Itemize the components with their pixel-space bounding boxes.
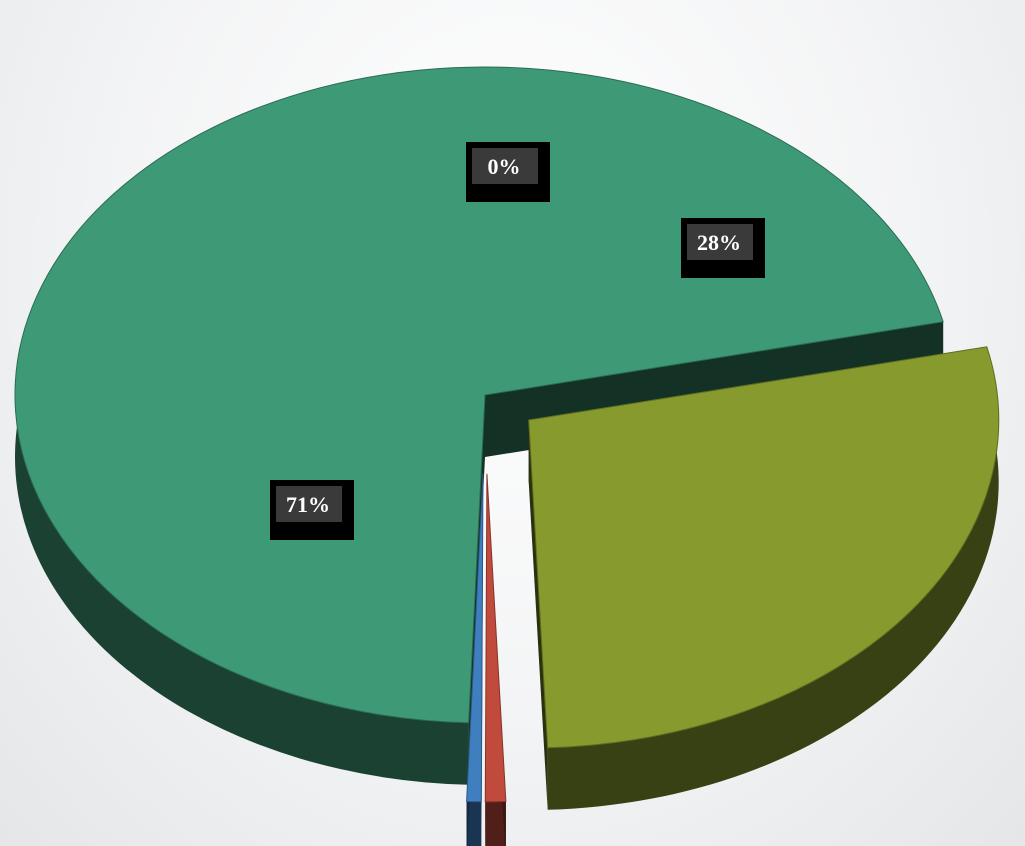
pie-slice-cut-1-1 [528,420,548,810]
pie-slice-3 [466,473,484,803]
pie-slice-side-2 [485,801,506,846]
pie-slice-side-3 [466,801,482,846]
data-label-0: 71% [270,480,354,540]
pie-slice-2 [484,473,507,803]
data-label-2: 0% [466,142,550,202]
pie-slice-1 [528,346,1000,749]
pie-slice-side-1 [547,346,999,810]
data-label-1: 28% [681,218,765,278]
data-label-text-0: 71% [286,492,330,517]
data-label-text-2: 0% [488,154,521,179]
data-label-text-1: 28% [697,230,741,255]
